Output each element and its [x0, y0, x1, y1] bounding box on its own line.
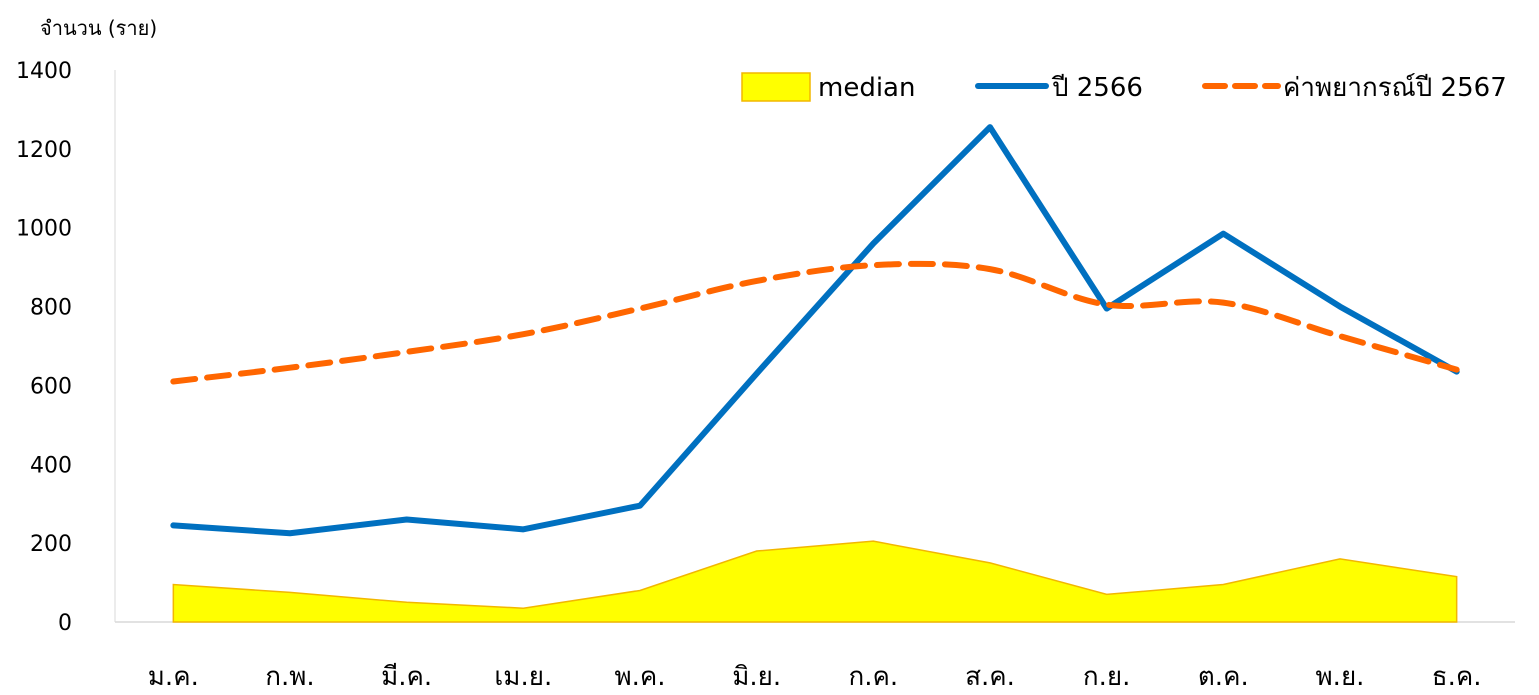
- series-median-area: [172, 540, 1458, 623]
- x-tick-label: พ.ย.: [1316, 662, 1365, 692]
- x-tick-label: ก.พ.: [265, 662, 314, 692]
- x-tick-label: ส.ค.: [965, 662, 1015, 692]
- x-tick-label: ม.ค.: [148, 662, 199, 692]
- y-axis-ticks: 0 200 400 600 800 1000 1200 1400: [16, 59, 72, 636]
- x-tick-label: ก.ค.: [848, 662, 898, 692]
- y-tick-label: 800: [30, 296, 72, 321]
- legend-median-swatch: [741, 72, 811, 102]
- legend-2566-label: ปี 2566: [1051, 73, 1143, 103]
- x-tick-label: มี.ค.: [381, 662, 432, 692]
- x-tick-label: ก.ย.: [1083, 662, 1131, 692]
- x-tick-label: ต.ค.: [1198, 662, 1249, 692]
- y-tick-label: 1400: [16, 59, 72, 84]
- y-tick-label: 1000: [16, 217, 72, 242]
- y-axis-label: จำนวน (ราย): [40, 16, 157, 40]
- legend-median-label: median: [818, 73, 915, 103]
- y-tick-label: 0: [58, 611, 72, 636]
- series-2566-line: [170, 124, 1460, 537]
- y-tick-label: 200: [30, 532, 72, 557]
- x-tick-label: พ.ค.: [614, 662, 665, 692]
- x-tick-label: เม.ย.: [494, 662, 552, 692]
- series-2567-forecast-line: [170, 260, 1460, 385]
- y-tick-label: 400: [30, 453, 72, 478]
- legend: median ปี 2566 ค่าพยากรณ์ปี 2567: [741, 72, 1507, 103]
- x-axis-ticks: ม.ค. ก.พ. มี.ค. เม.ย. พ.ค. มิ.ย. ก.ค. ส.ค. ก.ย. ต…: [148, 662, 1482, 692]
- legend-2567-label: ค่าพยากรณ์ปี 2567: [1283, 73, 1507, 103]
- y-tick-label: 1200: [16, 138, 72, 163]
- y-tick-label: 600: [30, 374, 72, 399]
- plot-area: [170, 124, 1460, 623]
- x-tick-label: ธ.ค.: [1432, 662, 1482, 692]
- x-tick-label: มิ.ย.: [732, 662, 781, 692]
